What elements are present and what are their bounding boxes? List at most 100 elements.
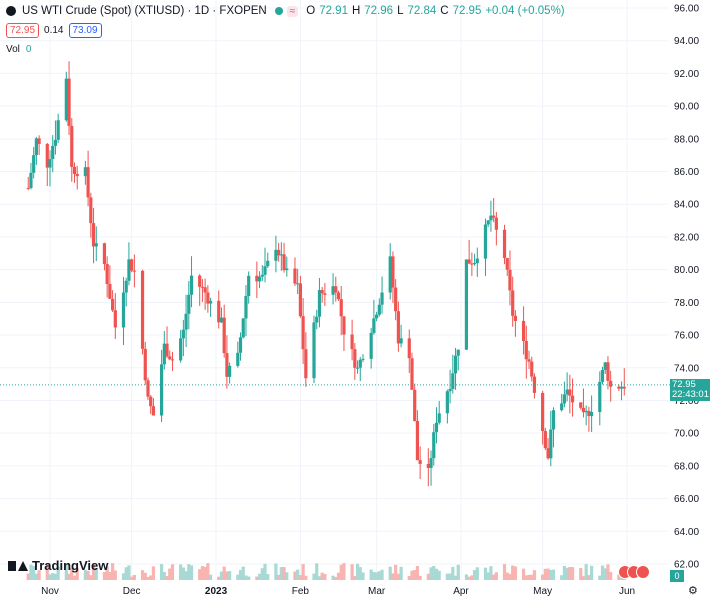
volume-bar bbox=[470, 575, 474, 580]
volume-bar bbox=[34, 573, 38, 580]
candle-body bbox=[70, 125, 74, 167]
volume-bar bbox=[603, 568, 607, 580]
candle-body bbox=[217, 300, 221, 323]
y-tick-label: 86.00 bbox=[674, 167, 699, 178]
volume-bar bbox=[146, 576, 150, 580]
candle-body bbox=[494, 217, 498, 230]
volume-bar bbox=[434, 568, 439, 580]
trade-buttons: 72.95 0.14 73.09 bbox=[6, 23, 102, 38]
volume-bar bbox=[355, 563, 360, 580]
candle-body bbox=[358, 359, 362, 368]
time-axis[interactable]: Nov Dec 2023 Feb Mar Apr May Jun bbox=[41, 586, 635, 597]
candle-body bbox=[110, 298, 115, 311]
y-tick-label: 94.00 bbox=[674, 36, 699, 47]
y-tick-label: 64.00 bbox=[674, 527, 699, 538]
symbol-title[interactable]: US WTI Crude (Spot) (XTIUSD) · 1D · FXOP… bbox=[22, 5, 267, 17]
candle-body bbox=[89, 197, 93, 224]
volume-bar bbox=[598, 575, 602, 580]
buy-button[interactable]: 73.09 bbox=[68, 23, 102, 38]
y-tick-label: 68.00 bbox=[674, 461, 699, 472]
candle-body bbox=[102, 243, 107, 265]
candle-body bbox=[170, 359, 175, 361]
x-tick-label: 2023 bbox=[205, 586, 228, 597]
volume-bar bbox=[456, 564, 460, 580]
volume-bar bbox=[508, 574, 512, 580]
candle-body bbox=[105, 264, 109, 285]
candle-body bbox=[467, 259, 471, 264]
candle-body bbox=[339, 299, 343, 317]
candle-body bbox=[546, 448, 550, 459]
candle-body bbox=[282, 254, 286, 271]
candle-body bbox=[279, 254, 283, 256]
brand-name: TradingView bbox=[32, 558, 109, 573]
volume-bar bbox=[105, 566, 109, 580]
candle-body bbox=[32, 155, 36, 173]
candle-body bbox=[394, 287, 398, 312]
sell-button[interactable]: 72.95 bbox=[6, 23, 40, 38]
candle-body bbox=[51, 145, 55, 160]
volume-bar bbox=[394, 564, 398, 580]
volume-bar bbox=[143, 572, 147, 580]
candle-body bbox=[570, 395, 575, 403]
volume-bar bbox=[91, 563, 96, 580]
volume-bar bbox=[64, 564, 68, 580]
candle-body bbox=[285, 268, 289, 271]
candle-body bbox=[560, 403, 564, 411]
volume-bar bbox=[429, 567, 433, 580]
volume-bar bbox=[181, 567, 185, 580]
candle-body bbox=[296, 283, 300, 285]
candle-body bbox=[464, 259, 469, 350]
candle-body bbox=[91, 223, 96, 247]
candle-body bbox=[113, 310, 117, 328]
volume-bar bbox=[584, 564, 588, 580]
close-value: 72.95 bbox=[452, 5, 482, 17]
volume-bar bbox=[377, 571, 381, 580]
candle-body bbox=[451, 373, 455, 389]
candle-body bbox=[132, 270, 136, 272]
tradingview-logo[interactable]: TradingView bbox=[8, 558, 108, 573]
candle-body bbox=[315, 316, 319, 323]
price-axis[interactable]: 96.00 94.00 92.00 90.00 88.00 86.00 84.00 82.00… bbox=[674, 4, 699, 571]
candle-body bbox=[541, 392, 545, 432]
gear-icon[interactable]: ⚙ bbox=[688, 585, 698, 597]
volume-bars bbox=[26, 563, 626, 580]
volume-bar bbox=[579, 568, 583, 580]
volume-bar bbox=[37, 570, 41, 580]
volume-bar bbox=[304, 575, 308, 580]
event-flag-icon[interactable] bbox=[636, 565, 650, 579]
candlesticks bbox=[26, 61, 626, 487]
economic-events[interactable] bbox=[618, 565, 650, 579]
candle-body bbox=[304, 349, 308, 379]
volume-bar bbox=[453, 575, 458, 580]
candle-body bbox=[67, 78, 71, 126]
volume-bar bbox=[527, 574, 531, 580]
candle-body bbox=[410, 358, 414, 390]
volume-bar bbox=[448, 573, 452, 580]
candle-body bbox=[121, 292, 126, 328]
symbol-legend[interactable]: US WTI Crude (Spot) (XTIUSD) · 1D · FXOP… bbox=[6, 5, 565, 17]
volume-bar bbox=[342, 563, 346, 580]
volume-bar bbox=[277, 574, 281, 580]
candle-body bbox=[584, 410, 588, 413]
volume-bar bbox=[130, 576, 134, 580]
volume-bar bbox=[334, 576, 338, 580]
candle-body bbox=[429, 458, 433, 468]
last-price-value: 72.95 bbox=[672, 379, 696, 390]
y-tick-label: 76.00 bbox=[674, 331, 699, 342]
candle-body bbox=[415, 420, 420, 461]
candle-body bbox=[372, 318, 376, 333]
volume-bar bbox=[413, 570, 417, 580]
candle-body bbox=[34, 138, 38, 156]
candle-body bbox=[617, 386, 621, 389]
volume-bar bbox=[140, 570, 145, 580]
low-value: 72.84 bbox=[407, 5, 437, 17]
candle-body bbox=[353, 349, 357, 368]
candle-body bbox=[320, 290, 324, 294]
volume-bar bbox=[432, 565, 436, 580]
volume-legend[interactable]: Vol 0 bbox=[6, 44, 31, 55]
volume-bar bbox=[617, 574, 621, 580]
volume-bar bbox=[532, 570, 537, 580]
volume-bar bbox=[244, 575, 248, 580]
volume-bar bbox=[110, 563, 115, 580]
